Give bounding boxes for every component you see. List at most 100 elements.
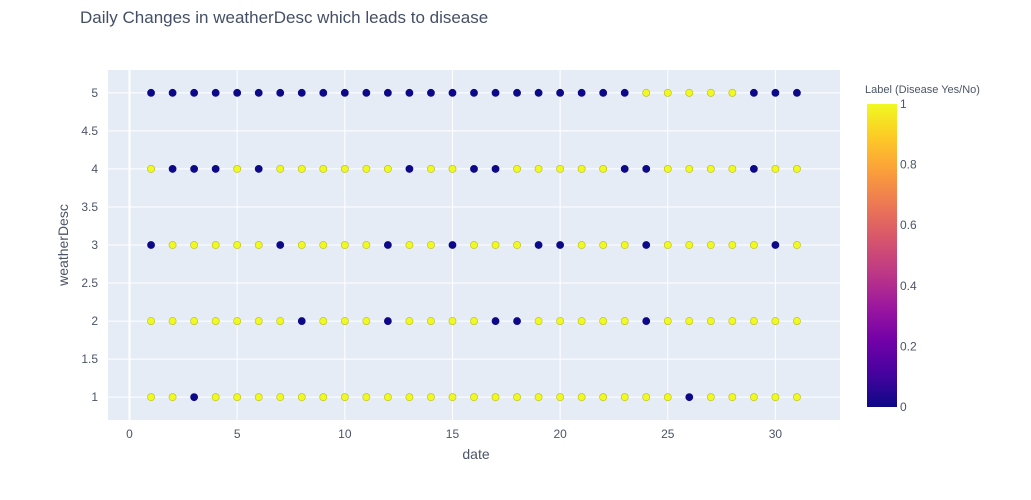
scatter-point — [297, 393, 306, 402]
scatter-point — [706, 393, 715, 402]
scatter-point — [577, 241, 586, 249]
scatter-point — [276, 393, 285, 402]
x-tick-label: 20 — [553, 427, 567, 441]
scatter-point — [362, 88, 371, 97]
scatter-point — [599, 88, 608, 97]
scatter-point — [663, 165, 672, 173]
scatter-point — [168, 165, 177, 173]
scatter-point — [642, 317, 651, 325]
scatter-point — [190, 393, 199, 402]
scatter-point — [211, 317, 220, 325]
scatter-point — [663, 317, 672, 325]
x-tick-label: 30 — [769, 427, 783, 441]
scatter-point — [470, 317, 478, 325]
scatter-point — [663, 88, 672, 97]
y-tick-label: 2 — [91, 314, 98, 328]
scatter-point — [491, 88, 500, 97]
scatter-point — [362, 241, 371, 249]
scatter-point — [340, 241, 349, 249]
x-tick-label: 0 — [126, 427, 133, 441]
scatter-point — [297, 317, 306, 325]
scatter-point — [383, 165, 392, 173]
scatter-point — [470, 241, 478, 249]
scatter-point — [491, 317, 500, 325]
scatter-point — [147, 241, 155, 249]
scatter-point — [254, 393, 263, 402]
scatter-point — [190, 317, 199, 325]
scatter-point — [577, 317, 586, 325]
scatter-point — [211, 165, 220, 173]
scatter-point — [620, 88, 629, 97]
scatter-point — [448, 241, 457, 249]
colorbar-tick-label: 0 — [900, 400, 907, 414]
y-tick-label: 1 — [91, 390, 98, 404]
scatter-point — [276, 317, 285, 325]
scatter-point — [706, 88, 715, 97]
scatter-point — [599, 317, 608, 325]
scatter-point — [556, 241, 565, 249]
y-axis-ticks: 1 1.5 2 2.5 3 3.5 4 4.5 5 — [81, 86, 98, 404]
scatter-point — [319, 241, 328, 249]
scatter-point — [534, 88, 543, 97]
scatter-point — [685, 88, 694, 97]
scatter-point — [276, 241, 285, 249]
scatter-point — [319, 165, 328, 173]
scatter-point — [147, 165, 155, 173]
scatter-point — [685, 393, 694, 402]
y-tick-label: 3 — [91, 238, 98, 252]
scatter-point — [340, 317, 349, 325]
scatter-point — [620, 393, 629, 402]
scatter-point — [663, 393, 672, 402]
colorbar-title: Label (Disease Yes/No) — [865, 84, 980, 96]
scatter-point — [340, 165, 349, 173]
scatter-point — [470, 165, 478, 173]
scatter-point — [749, 241, 758, 249]
scatter-point — [771, 88, 780, 97]
scatter-point — [513, 241, 521, 249]
scatter-point — [448, 317, 457, 325]
scatter-point — [491, 393, 500, 402]
scatter-point — [168, 317, 177, 325]
colorbar: Label (Disease Yes/No) 0 0.2 0.4 0.6 0.8 1 — [865, 84, 980, 414]
colorbar-ticks: 0 0.2 0.4 0.6 0.8 1 — [900, 97, 917, 414]
y-tick-label: 4.5 — [81, 124, 98, 138]
scatter-point — [319, 88, 328, 97]
scatter-point — [427, 317, 435, 325]
scatter-point — [427, 165, 435, 173]
scatter-point — [147, 317, 155, 325]
colorbar-gradient — [867, 104, 897, 407]
scatter-point — [147, 88, 155, 97]
scatter-point — [642, 393, 651, 402]
scatter-point — [405, 165, 414, 173]
scatter-point — [427, 88, 435, 97]
y-tick-label: 4 — [91, 162, 98, 176]
scatter-point — [427, 393, 435, 402]
scatter-point — [448, 88, 457, 97]
scatter-point — [793, 393, 801, 402]
scatter-point — [211, 88, 220, 97]
x-tick-label: 10 — [338, 427, 352, 441]
scatter-point — [190, 165, 199, 173]
scatter-point — [685, 165, 694, 173]
scatter-point — [771, 393, 780, 402]
scatter-point — [793, 317, 801, 325]
scatter-point — [620, 165, 629, 173]
scatter-point — [556, 88, 565, 97]
scatter-point — [793, 88, 801, 97]
scatter-point — [405, 393, 414, 402]
scatter-point — [405, 88, 414, 97]
scatter-point — [233, 88, 242, 97]
scatter-point — [147, 393, 155, 402]
scatter-point — [685, 241, 694, 249]
scatter-point — [642, 88, 651, 97]
scatter-point — [749, 393, 758, 402]
scatter-point — [190, 241, 199, 249]
scatter-point — [599, 241, 608, 249]
x-tick-label: 5 — [234, 427, 241, 441]
scatter-point — [728, 165, 737, 173]
scatter-point — [534, 241, 543, 249]
scatter-point — [556, 393, 565, 402]
scatter-point — [513, 317, 521, 325]
colorbar-tick-label: 0.6 — [900, 218, 917, 232]
